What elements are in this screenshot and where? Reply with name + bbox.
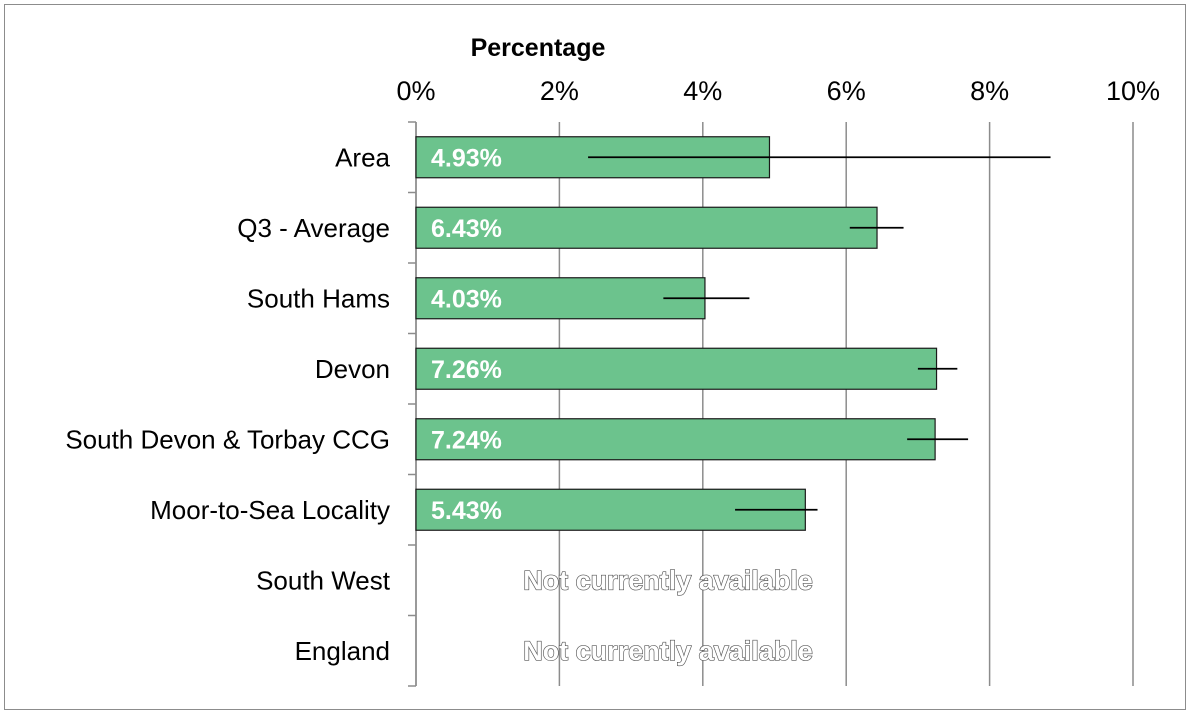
tick-label: 10% [1106,76,1160,106]
axis-title: Percentage [471,34,606,62]
labels: 0% 2% 4% 6% 8% 10% Area 4.93% Q3 - Average 6.43% S… [65,76,1160,666]
category-label: England [295,636,390,666]
category-label: Moor-to-Sea Locality [150,495,390,525]
tick-label: 6% [827,76,866,106]
bar [415,206,878,249]
category-label: Area [335,142,390,172]
data-label: 6.43% [431,215,502,243]
bar [415,347,938,390]
category-label: Devon [315,354,390,384]
category-label: Q3 - Average [237,213,390,243]
data-label: 4.93% [431,144,502,172]
bar [415,418,936,461]
category-label: South Hams [247,283,390,313]
tick-label: 4% [683,76,722,106]
data-label: 4.03% [431,285,502,313]
bars [415,136,1051,531]
bar [415,277,706,320]
data-label: 7.26% [431,356,502,384]
data-label: 5.43% [431,497,502,525]
gridlines [408,121,1134,687]
category-label: South Devon & Torbay CCG [65,424,390,454]
tick-label: 2% [540,76,579,106]
category-label: South West [256,565,391,595]
unavailable-label: Not currently available [523,565,813,595]
unavailable-label: Not currently available [523,636,813,666]
tick-label: 8% [970,76,1009,106]
tick-label: 0% [396,76,435,106]
data-label: 7.24% [431,426,502,454]
